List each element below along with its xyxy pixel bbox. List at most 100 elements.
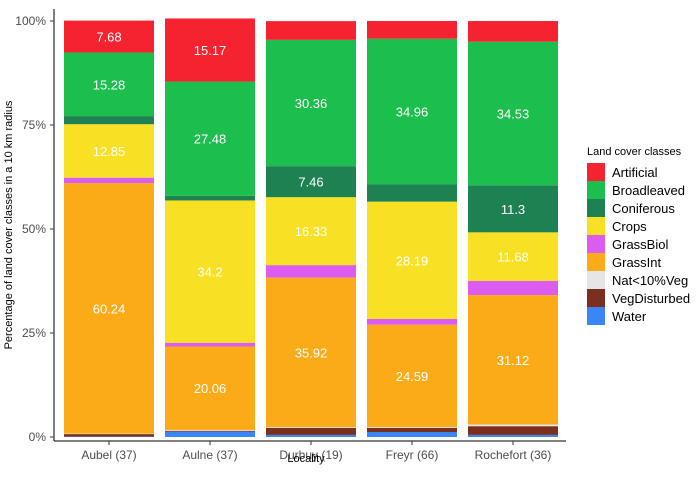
data-label-grassint-rochefort-36: 31.12	[497, 353, 530, 368]
data-label-grassint-durbuy-19: 35.92	[295, 345, 328, 360]
legend-swatch-coniferous	[587, 199, 605, 217]
legend-items: Artificial Broadleaved Coniferous Crops Gras…	[587, 163, 690, 325]
legend-label-nat-10-veg: Nat<10%Veg	[612, 273, 688, 288]
y-ticks: 0% 25% 50% 75% 100%	[15, 14, 54, 444]
y-tick-label: 0%	[29, 430, 47, 444]
bar-segment-coniferous-aubel-37	[64, 116, 154, 125]
bar-segment-nat-10-veg-freyr-66	[367, 427, 457, 428]
data-labels-layer: 60.24 12.85 15.28 7.68 20.06 34.2 27.48 15.17 35…	[93, 30, 530, 397]
bar-segment-vegdisturbed-durbuy-19	[266, 427, 356, 435]
bar-segment-broadleaved-freyr-66	[367, 38, 457, 185]
data-label-crops-freyr-66: 28.19	[396, 253, 429, 268]
legend-label-grassbiol: GrassBiol	[612, 237, 668, 252]
legend-title: Land cover classes	[587, 146, 682, 158]
data-label-coniferous-rochefort-36: 11.3	[501, 202, 525, 217]
x-axis-title: Locality	[287, 453, 325, 465]
y-tick-label: 75%	[22, 118, 46, 132]
bar-segment-crops-durbuy-19	[266, 197, 356, 266]
legend-swatch-artificial	[587, 163, 605, 181]
bar-segment-broadleaved-aubel-37	[64, 52, 154, 117]
bar-segment-water-durbuy-19	[266, 434, 356, 437]
legend: Land cover classes Artificial Broadleaved…	[587, 146, 690, 325]
bar-segment-water-aulne-37	[165, 431, 255, 437]
data-label-grassint-aulne-37: 20.06	[194, 381, 227, 396]
legend-label-vegdisturbed: VegDisturbed	[612, 291, 690, 306]
y-tick-label: 100%	[15, 14, 46, 28]
bar-segment-grassint-aulne-37	[165, 346, 255, 430]
bar-segment-grassbiol-aulne-37	[165, 342, 255, 347]
data-label-broadleaved-aubel-37: 15.28	[93, 77, 126, 92]
legend-label-crops: Crops	[612, 219, 647, 234]
x-tick-label-freyr-66: Freyr (66)	[386, 448, 439, 462]
y-tick-label: 50%	[22, 222, 46, 236]
bar-segment-artificial-aulne-37	[165, 18, 255, 82]
data-label-artificial-aulne-37: 15.17	[194, 43, 227, 58]
legend-swatch-grassbiol	[587, 235, 605, 253]
legend-swatch-crops	[587, 217, 605, 235]
x-ticks: Aubel (37) Aulne (37) Durbuy (19) Freyr (66…	[81, 441, 551, 462]
bar-segment-crops-freyr-66	[367, 201, 457, 319]
bars-layer	[64, 18, 558, 437]
data-label-crops-rochefort-36: 11.68	[497, 250, 529, 265]
legend-swatch-grassint	[587, 253, 605, 271]
data-label-crops-aubel-37: 12.85	[93, 144, 126, 159]
y-axis-title: Percentage of land cover classes in a 10…	[3, 100, 15, 349]
bar-segment-vegdisturbed-aubel-37	[64, 434, 154, 437]
bar-segment-grassint-rochefort-36	[468, 295, 558, 425]
bar-segment-water-rochefort-36	[468, 434, 558, 437]
bar-segment-coniferous-rochefort-36	[468, 185, 558, 233]
x-tick-label-aubel-37: Aubel (37)	[81, 448, 136, 462]
bar-segment-nat-10-veg-aulne-37	[165, 429, 255, 431]
legend-label-grassint: GrassInt	[612, 255, 662, 270]
bar-segment-coniferous-aulne-37	[165, 195, 255, 201]
bar-segment-grassint-freyr-66	[367, 324, 457, 428]
x-tick-label-durbuy-19: Durbuy (19)	[279, 448, 342, 462]
data-label-broadleaved-freyr-66: 34.96	[396, 104, 429, 119]
x-tick-label-aulne-37: Aulne (37)	[182, 448, 237, 462]
bar-segment-crops-aulne-37	[165, 200, 255, 343]
data-label-crops-durbuy-19: 16.33	[295, 224, 328, 239]
bar-segment-artificial-rochefort-36	[468, 21, 558, 42]
bar-segment-artificial-durbuy-19	[266, 21, 356, 40]
bar-segment-water-freyr-66	[367, 432, 457, 437]
legend-label-coniferous: Coniferous	[612, 201, 675, 216]
legend-label-water: Water	[612, 309, 647, 324]
bar-segment-broadleaved-rochefort-36	[468, 41, 558, 186]
bar-segment-grassbiol-freyr-66	[367, 318, 457, 325]
bar-segment-artificial-aubel-37	[64, 20, 154, 53]
legend-label-artificial: Artificial	[612, 165, 658, 180]
y-tick-label: 25%	[22, 326, 46, 340]
bar-segment-crops-rochefort-36	[468, 232, 558, 281]
data-label-broadleaved-aulne-37: 27.48	[194, 132, 227, 147]
bar-segment-crops-aubel-37	[64, 124, 154, 178]
legend-swatch-water	[587, 307, 605, 325]
bar-segment-grassbiol-aubel-37	[64, 177, 154, 184]
bar-segment-vegdisturbed-rochefort-36	[468, 426, 558, 435]
bar-segment-grassbiol-durbuy-19	[266, 265, 356, 278]
bar-segment-nat-10-veg-rochefort-36	[468, 424, 558, 427]
legend-label-broadleaved: Broadleaved	[612, 183, 685, 198]
axes	[53, 9, 566, 442]
data-label-coniferous-durbuy-19: 7.46	[298, 175, 323, 190]
data-label-broadleaved-durbuy-19: 30.36	[295, 96, 328, 111]
data-label-grassint-freyr-66: 24.59	[396, 369, 429, 384]
bar-segment-coniferous-freyr-66	[367, 184, 457, 202]
x-tick-label-rochefort-36: Rochefort (36)	[475, 448, 552, 462]
bar-segment-nat-10-veg-durbuy-19	[266, 427, 356, 428]
bar-segment-grassint-durbuy-19	[266, 277, 356, 428]
legend-swatch-broadleaved	[587, 181, 605, 199]
bar-segment-vegdisturbed-freyr-66	[367, 427, 457, 433]
bar-segment-broadleaved-durbuy-19	[266, 39, 356, 167]
legend-swatch-vegdisturbed	[587, 289, 605, 307]
data-label-grassint-aubel-37: 60.24	[93, 301, 126, 316]
bar-segment-artificial-freyr-66	[367, 21, 457, 39]
bar-segment-grassbiol-rochefort-36	[468, 280, 558, 296]
data-label-artificial-aubel-37: 7.68	[96, 30, 121, 45]
data-label-crops-aulne-37: 34.2	[197, 265, 222, 280]
legend-swatch-nat-10-veg	[587, 271, 605, 289]
bar-segment-grassint-aubel-37	[64, 183, 154, 434]
data-label-broadleaved-rochefort-36: 34.53	[497, 106, 530, 121]
bar-segment-broadleaved-aulne-37	[165, 81, 255, 196]
bar-segment-coniferous-durbuy-19	[266, 166, 356, 198]
